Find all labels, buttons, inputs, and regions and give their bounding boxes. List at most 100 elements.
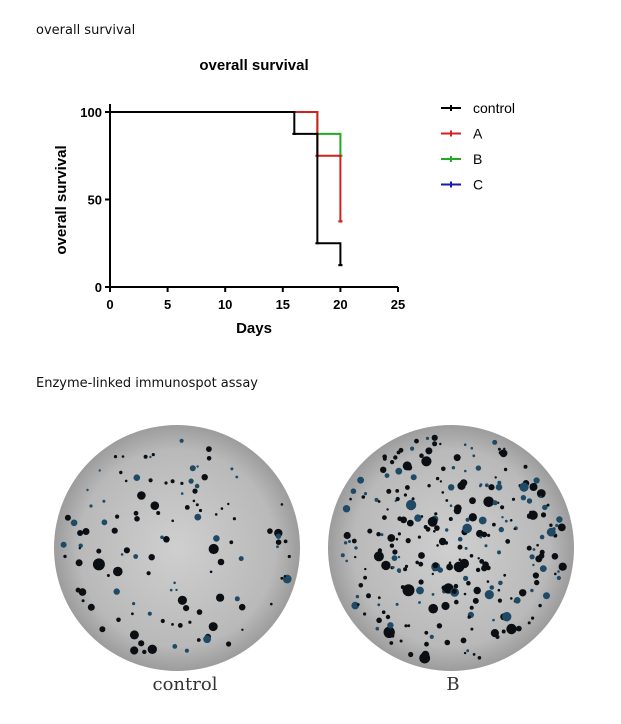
spot xyxy=(148,554,155,561)
spot xyxy=(478,516,487,525)
spot xyxy=(472,653,476,656)
spot xyxy=(226,641,232,647)
spot xyxy=(494,476,497,479)
spot xyxy=(116,617,121,623)
spot xyxy=(504,519,508,523)
spot xyxy=(241,628,244,631)
spot xyxy=(408,651,414,658)
spot xyxy=(98,469,101,472)
spot xyxy=(556,575,561,581)
spot xyxy=(113,455,118,459)
well-b-plate xyxy=(328,425,574,671)
spot xyxy=(130,646,139,655)
spot xyxy=(457,544,463,550)
spot xyxy=(532,563,535,567)
spot xyxy=(147,644,157,654)
spot xyxy=(276,545,279,549)
spot xyxy=(343,531,351,540)
spot xyxy=(519,589,527,597)
spot xyxy=(283,539,288,544)
spot xyxy=(530,588,534,593)
spot xyxy=(439,480,443,483)
spot xyxy=(81,599,85,603)
spot xyxy=(519,482,529,492)
spot xyxy=(498,580,503,586)
spot xyxy=(472,454,476,458)
y-tick-label: 0 xyxy=(95,280,102,295)
spot xyxy=(444,639,451,646)
spot xyxy=(367,528,373,534)
spot xyxy=(214,513,218,516)
spot xyxy=(436,544,439,547)
spot xyxy=(539,495,542,498)
spot xyxy=(374,497,379,502)
spot xyxy=(536,543,539,547)
spot xyxy=(418,601,421,604)
spot xyxy=(523,464,528,469)
spot xyxy=(177,623,183,628)
spot xyxy=(492,439,498,445)
spot xyxy=(477,656,482,660)
spot xyxy=(137,491,146,500)
spot xyxy=(492,522,496,527)
chart-legend: control ABC xyxy=(441,100,515,193)
spot xyxy=(287,554,291,559)
spot xyxy=(489,585,495,590)
spot xyxy=(497,550,501,555)
spot xyxy=(539,534,545,540)
spot xyxy=(416,586,424,595)
spot xyxy=(410,446,415,451)
spot xyxy=(133,554,139,559)
spot xyxy=(393,455,398,460)
spot xyxy=(554,572,557,576)
spot xyxy=(425,526,431,532)
spot xyxy=(418,579,424,585)
spot xyxy=(449,504,453,507)
spot xyxy=(417,535,421,539)
spot xyxy=(529,483,538,491)
spot xyxy=(60,541,67,548)
spot xyxy=(343,541,348,545)
spot xyxy=(484,483,489,488)
series-line-A xyxy=(110,111,342,222)
spot xyxy=(438,537,447,546)
spot xyxy=(414,438,419,444)
x-axis-label: Days xyxy=(236,320,272,337)
spot xyxy=(407,624,411,628)
spot xyxy=(160,535,164,540)
spot xyxy=(431,434,438,441)
spot xyxy=(363,575,367,580)
spot xyxy=(469,497,476,505)
chart-series-layer xyxy=(110,111,343,267)
spot xyxy=(138,640,145,647)
spot xyxy=(206,456,212,461)
spot xyxy=(481,565,488,572)
spot xyxy=(532,548,536,551)
spot xyxy=(395,602,399,606)
spot xyxy=(129,630,139,640)
spot xyxy=(543,592,550,600)
spot xyxy=(559,524,563,528)
spot xyxy=(503,467,508,472)
spot xyxy=(403,493,407,497)
spot xyxy=(106,574,110,577)
spot xyxy=(427,516,438,527)
spot xyxy=(451,466,456,470)
spot xyxy=(363,492,368,496)
spot xyxy=(404,624,408,628)
spot xyxy=(377,596,381,600)
spot xyxy=(540,512,547,518)
spot xyxy=(462,523,472,534)
spot xyxy=(119,470,123,475)
spot xyxy=(345,559,348,563)
spot xyxy=(120,553,124,556)
spot xyxy=(405,499,417,511)
spot xyxy=(396,450,401,455)
spot xyxy=(499,449,508,458)
spot xyxy=(232,517,236,521)
spot xyxy=(501,629,506,634)
spot xyxy=(391,566,395,569)
spot xyxy=(364,567,367,571)
spot xyxy=(439,442,442,446)
spot xyxy=(180,481,184,485)
